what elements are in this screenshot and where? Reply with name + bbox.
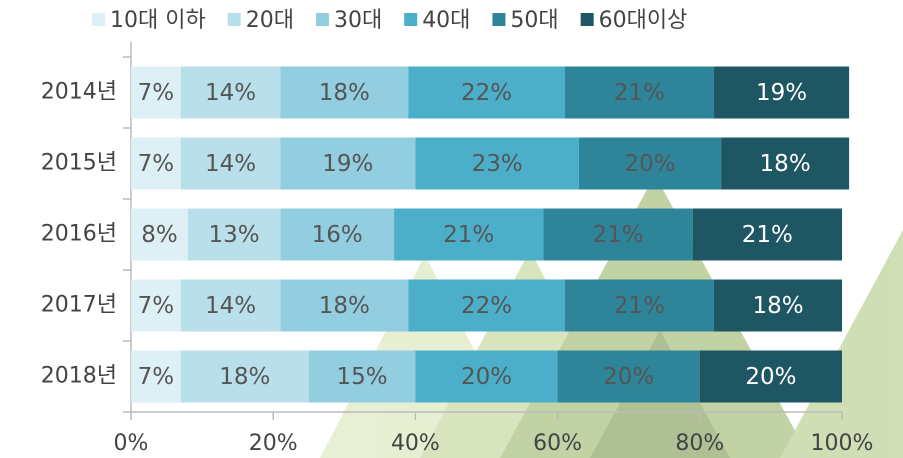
legend-swatch: [404, 13, 418, 26]
bar-segment: [714, 66, 850, 119]
data-label: 21%: [614, 80, 665, 106]
data-label: 20%: [461, 364, 512, 390]
bar-segment: [714, 279, 842, 332]
bar-segment: [721, 137, 850, 190]
bar-segment: [578, 137, 722, 190]
bar-segment: [180, 279, 281, 332]
legend-swatch: [580, 13, 594, 26]
data-label: 21%: [742, 222, 793, 248]
data-label: 21%: [592, 222, 643, 248]
bar-segment: [131, 208, 188, 261]
bar-segment: [280, 208, 395, 261]
y-tick-label: 2018년: [41, 364, 117, 389]
bar-segment: [699, 350, 842, 403]
y-tick-label: 2017년: [41, 293, 117, 318]
data-label: 18%: [319, 293, 370, 319]
data-label: 14%: [205, 293, 256, 319]
x-tick-label: 20%: [249, 431, 298, 456]
data-label: 18%: [760, 151, 811, 177]
data-label: 18%: [219, 364, 270, 390]
data-label: 19%: [756, 80, 807, 106]
bar-segment: [180, 350, 309, 403]
bar-segment: [692, 208, 842, 261]
legend-label: 60대이상: [599, 8, 688, 33]
legend-label: 40대: [422, 8, 470, 33]
bar-segment: [557, 350, 700, 403]
bar-segment: [564, 66, 715, 119]
data-label: 20%: [745, 364, 796, 390]
data-label: 16%: [312, 222, 363, 248]
x-tick-label: 60%: [533, 431, 582, 456]
data-label: 7%: [138, 151, 175, 177]
data-label: 18%: [752, 293, 803, 319]
data-label: 15%: [337, 364, 388, 390]
data-label: 7%: [138, 80, 175, 106]
x-tick-label: 100%: [811, 431, 874, 456]
legend-swatch: [227, 13, 241, 26]
bar-segment: [564, 279, 715, 332]
legend-label: 30대: [334, 8, 382, 33]
legend-label: 50대: [510, 8, 558, 33]
x-tick-label: 40%: [391, 431, 440, 456]
y-tick-label: 2016년: [41, 222, 117, 247]
bar-segment: [280, 66, 409, 119]
bar-segment: [408, 66, 565, 119]
data-label: 14%: [205, 80, 256, 106]
bar-segment: [180, 66, 281, 119]
data-label: 20%: [603, 364, 654, 390]
data-label: 8%: [141, 222, 178, 248]
data-label: 19%: [322, 151, 373, 177]
bar-segment: [415, 137, 579, 190]
bar-segment: [408, 279, 565, 332]
data-label: 20%: [624, 151, 675, 177]
bar-segment: [131, 350, 181, 403]
data-label: 22%: [461, 293, 512, 319]
legend-label: 10대 이하: [110, 8, 206, 33]
legend-label: 20대: [246, 8, 294, 33]
legend-swatch: [92, 13, 105, 26]
y-tick-label: 2015년: [41, 151, 117, 176]
bar-segment: [280, 137, 416, 190]
bar-segment: [280, 279, 409, 332]
legend-swatch: [492, 13, 506, 26]
data-label: 21%: [614, 293, 665, 319]
data-label: 13%: [209, 222, 260, 248]
data-label: 7%: [138, 293, 175, 319]
y-tick-label: 2014년: [41, 80, 117, 105]
bar-segment: [308, 350, 416, 403]
bar-segment: [187, 208, 281, 261]
bar-segment: [543, 208, 693, 261]
bar-segment: [180, 137, 281, 190]
bar-segment: [394, 208, 544, 261]
x-tick-label: 0%: [114, 431, 149, 456]
data-label: 22%: [461, 80, 512, 106]
data-label: 21%: [443, 222, 494, 248]
data-label: 18%: [319, 80, 370, 106]
legend-swatch: [315, 13, 329, 26]
bar-segment: [415, 350, 558, 403]
data-label: 23%: [472, 151, 523, 177]
bar-segment: [131, 279, 181, 332]
x-tick-label: 80%: [675, 431, 724, 456]
bar-segment: [131, 66, 181, 119]
bar-segment: [131, 137, 181, 190]
data-label: 14%: [205, 151, 256, 177]
data-label: 7%: [138, 364, 175, 390]
